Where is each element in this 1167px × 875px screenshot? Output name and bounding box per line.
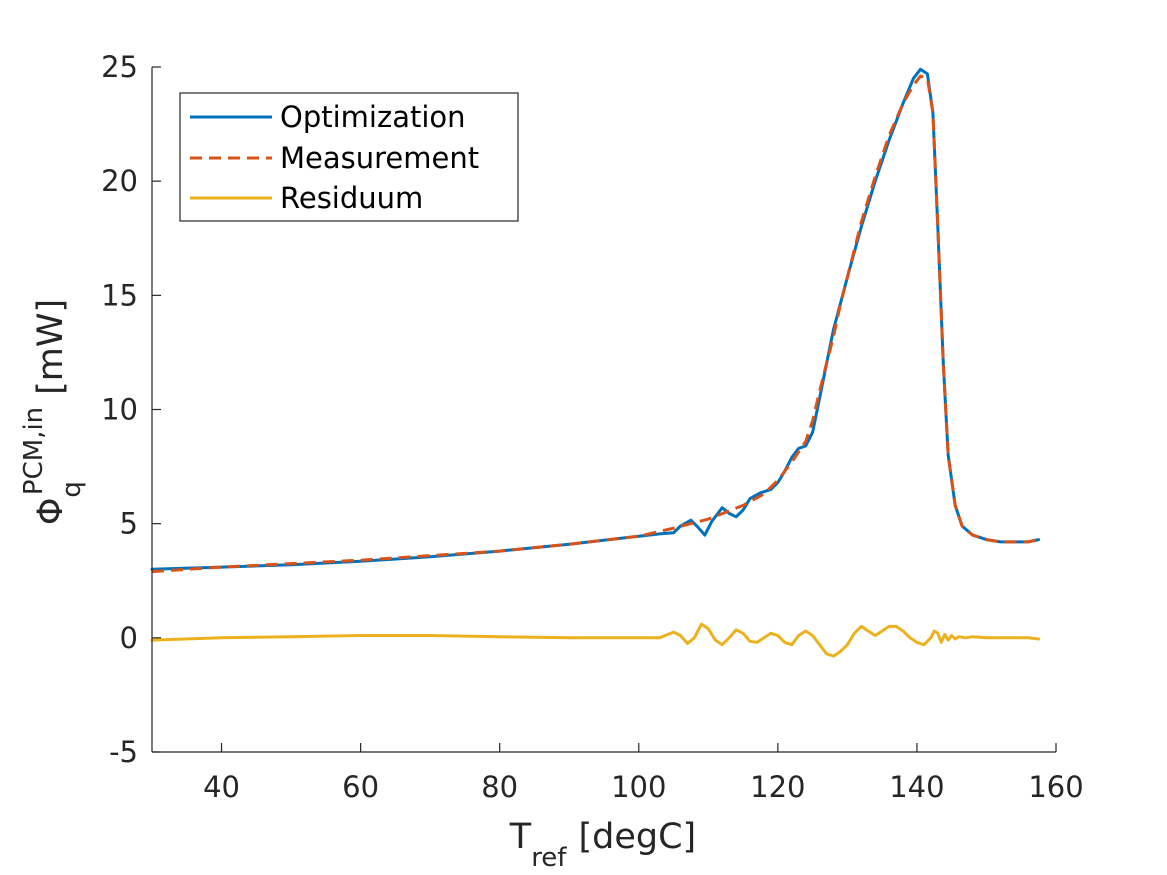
- y-tick-label: 10: [101, 393, 138, 427]
- y-tick-label: 0: [120, 621, 138, 655]
- legend-label-residuum: Residuum: [280, 181, 423, 215]
- y-tick-layer: -5 0 5 10 15 20 25: [101, 50, 161, 769]
- y-tick-label: 20: [101, 164, 138, 198]
- x-axis-label-unit: [degC]: [578, 817, 696, 857]
- x-tick-label: 160: [1028, 770, 1083, 804]
- x-tick-label: 40: [203, 770, 240, 804]
- y-tick-label: -5: [109, 735, 138, 769]
- legend-label-measurement: Measurement: [280, 141, 479, 175]
- y-axis-label-sup: PCM,in: [19, 407, 49, 495]
- x-tick-label: 80: [481, 770, 518, 804]
- x-tick-label: 60: [342, 770, 379, 804]
- x-axis-label-sub: ref: [531, 843, 567, 873]
- y-tick-label: 15: [101, 278, 138, 312]
- legend-label-optimization: Optimization: [280, 100, 466, 134]
- x-tick-label: 100: [611, 770, 666, 804]
- x-tick-label: 140: [889, 770, 944, 804]
- x-axis-label: Tref [degC]: [509, 817, 696, 873]
- x-axis-label-main: T: [509, 817, 532, 857]
- series-line-residuum: [150, 622, 1041, 658]
- y-tick-label: 25: [101, 50, 138, 84]
- legend: Optimization Measurement Residuum: [179, 92, 519, 222]
- y-axis-label-main: Φ: [31, 498, 71, 526]
- x-tick-layer: 40 60 80 100 120 140 160: [203, 743, 1084, 804]
- y-axis-label: Φq PCM,in [mW]: [19, 299, 87, 525]
- x-tick-label: 120: [750, 770, 805, 804]
- series-layer: [150, 67, 1041, 658]
- y-axis-label-unit: [mW]: [31, 299, 71, 395]
- series-line-measurement: [151, 74, 1039, 574]
- y-tick-label: 5: [120, 507, 138, 541]
- y-axis-label-sub: q: [57, 481, 87, 498]
- svg-text:ΦqPCM,in[mW]: Φq PCM,in [mW]: [19, 299, 87, 525]
